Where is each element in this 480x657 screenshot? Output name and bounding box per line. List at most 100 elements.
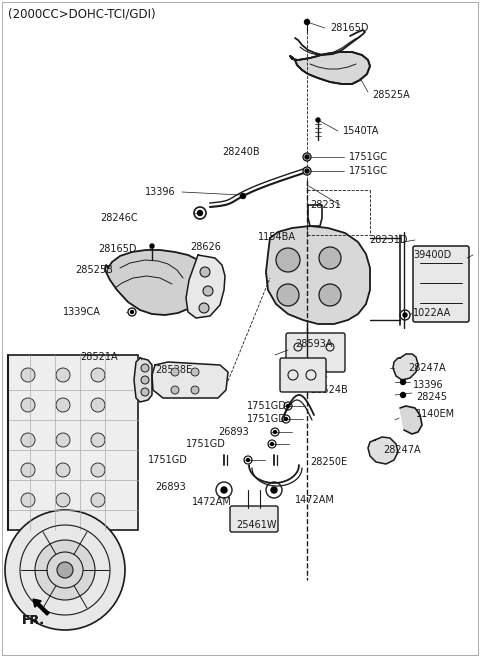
Circle shape xyxy=(287,405,289,407)
Circle shape xyxy=(91,433,105,447)
FancyBboxPatch shape xyxy=(280,358,326,392)
Text: 39400D: 39400D xyxy=(413,250,451,260)
Text: 28231D: 28231D xyxy=(369,235,408,245)
Text: FR.: FR. xyxy=(22,614,45,627)
Circle shape xyxy=(203,286,213,296)
Circle shape xyxy=(400,380,406,384)
Polygon shape xyxy=(134,358,152,402)
Circle shape xyxy=(303,153,311,161)
FancyBboxPatch shape xyxy=(230,506,278,532)
Text: 1472AM: 1472AM xyxy=(295,495,335,505)
Polygon shape xyxy=(105,250,208,315)
Polygon shape xyxy=(400,406,422,434)
Text: 13396: 13396 xyxy=(413,380,444,390)
Text: 26893: 26893 xyxy=(218,427,249,437)
FancyBboxPatch shape xyxy=(413,246,469,322)
Circle shape xyxy=(56,463,70,477)
Text: 28524B: 28524B xyxy=(310,385,348,395)
Circle shape xyxy=(197,210,203,215)
Circle shape xyxy=(21,433,35,447)
Polygon shape xyxy=(393,354,418,380)
Text: 1540TA: 1540TA xyxy=(343,126,379,136)
Circle shape xyxy=(91,368,105,382)
Circle shape xyxy=(141,376,149,384)
Circle shape xyxy=(199,303,209,313)
Circle shape xyxy=(271,443,274,445)
Text: 1022AA: 1022AA xyxy=(413,308,451,318)
Text: 28528C: 28528C xyxy=(290,370,328,380)
Circle shape xyxy=(319,284,341,306)
FancyArrow shape xyxy=(33,599,49,615)
Text: 1154BA: 1154BA xyxy=(258,232,296,242)
Text: 28528E: 28528E xyxy=(155,365,192,375)
FancyBboxPatch shape xyxy=(286,333,345,372)
Text: FR.: FR. xyxy=(22,614,45,627)
Circle shape xyxy=(276,248,300,272)
Circle shape xyxy=(35,540,95,600)
Text: 28247A: 28247A xyxy=(408,363,445,373)
Circle shape xyxy=(319,247,341,269)
Circle shape xyxy=(91,398,105,412)
Text: 13396: 13396 xyxy=(145,187,176,197)
Circle shape xyxy=(247,459,250,461)
Circle shape xyxy=(56,493,70,507)
Polygon shape xyxy=(152,362,228,398)
Circle shape xyxy=(305,169,309,173)
Text: 28165D: 28165D xyxy=(98,244,136,254)
Text: 1140EM: 1140EM xyxy=(416,409,455,419)
Circle shape xyxy=(57,562,73,578)
Circle shape xyxy=(277,284,299,306)
Circle shape xyxy=(141,364,149,372)
Circle shape xyxy=(56,433,70,447)
Circle shape xyxy=(200,267,210,277)
Circle shape xyxy=(21,493,35,507)
Text: 28593A: 28593A xyxy=(295,339,333,349)
Text: 28626: 28626 xyxy=(190,242,221,252)
Text: 28247A: 28247A xyxy=(383,445,420,455)
Circle shape xyxy=(21,463,35,477)
Polygon shape xyxy=(368,437,398,464)
Text: 1751GD: 1751GD xyxy=(247,414,287,424)
Text: 28525B: 28525B xyxy=(75,265,113,275)
Circle shape xyxy=(403,313,407,317)
Text: 28246C: 28246C xyxy=(100,213,138,223)
Text: 1472AM: 1472AM xyxy=(192,497,232,507)
Text: 28521A: 28521A xyxy=(80,352,118,362)
Text: 1751GD: 1751GD xyxy=(247,401,287,411)
Circle shape xyxy=(191,386,199,394)
Circle shape xyxy=(305,155,309,159)
Text: 25461W: 25461W xyxy=(236,520,276,530)
Text: 1751GD: 1751GD xyxy=(186,439,226,449)
Text: (2000CC>DOHC-TCI/GDI): (2000CC>DOHC-TCI/GDI) xyxy=(8,7,156,20)
Text: 1339CA: 1339CA xyxy=(63,307,101,317)
Text: 28231: 28231 xyxy=(310,200,341,210)
Circle shape xyxy=(171,368,179,376)
Text: 28165D: 28165D xyxy=(330,23,369,33)
Circle shape xyxy=(240,194,245,198)
FancyBboxPatch shape xyxy=(8,355,138,530)
Text: 28240B: 28240B xyxy=(222,147,260,157)
Circle shape xyxy=(5,510,125,630)
Circle shape xyxy=(21,368,35,382)
Circle shape xyxy=(56,398,70,412)
Circle shape xyxy=(91,463,105,477)
Circle shape xyxy=(191,368,199,376)
Text: 1751GD: 1751GD xyxy=(148,455,188,465)
Circle shape xyxy=(171,386,179,394)
Polygon shape xyxy=(290,52,370,84)
Circle shape xyxy=(274,430,276,434)
Circle shape xyxy=(91,493,105,507)
Circle shape xyxy=(400,392,406,397)
Text: 28245: 28245 xyxy=(416,392,447,402)
Circle shape xyxy=(141,388,149,396)
Circle shape xyxy=(271,487,277,493)
Circle shape xyxy=(56,368,70,382)
Circle shape xyxy=(221,487,227,493)
Circle shape xyxy=(150,244,154,248)
Circle shape xyxy=(316,118,320,122)
Polygon shape xyxy=(266,226,370,324)
Circle shape xyxy=(304,20,310,24)
Circle shape xyxy=(285,417,288,420)
Text: 1751GC: 1751GC xyxy=(349,166,388,176)
Text: 28250E: 28250E xyxy=(310,457,347,467)
